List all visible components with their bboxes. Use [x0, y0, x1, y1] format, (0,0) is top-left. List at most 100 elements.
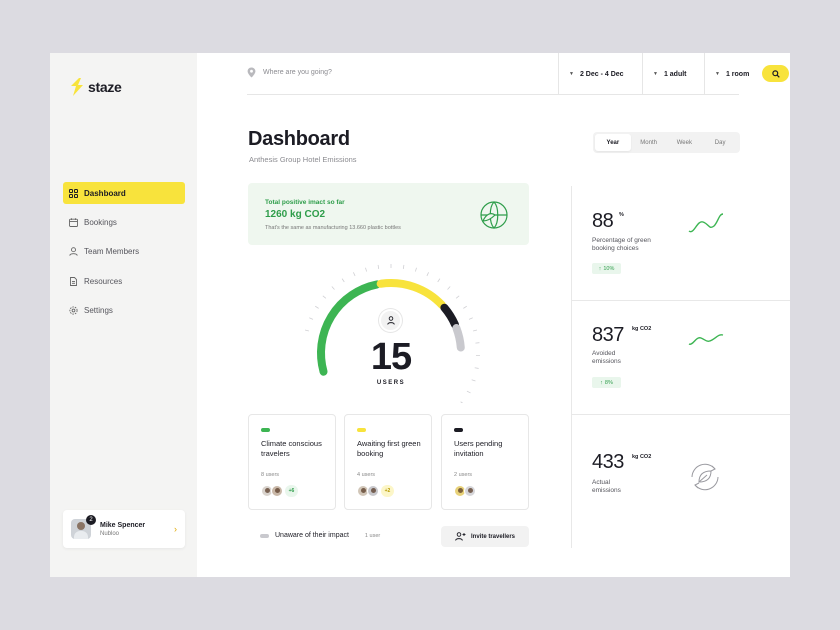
stat-label: Percentage of green booking choices: [592, 237, 651, 252]
stat-label: Avoided emissions: [592, 350, 621, 365]
app-window: staze Dashboard Bookings Team Members Re…: [50, 53, 790, 577]
rooms-select[interactable]: ▼ 1 room: [704, 53, 762, 95]
sidebar-item-dashboard[interactable]: Dashboard: [63, 182, 185, 204]
logo-icon: [71, 78, 83, 96]
category-card-pending-invitation[interactable]: Users pending invitation 2 users: [441, 414, 529, 510]
stat-value: 88: [592, 210, 614, 232]
caret-down-icon: ▼: [715, 71, 720, 77]
impact-banner: Total positive imact so far 1260 kg CO2 …: [248, 183, 529, 245]
stat-label: Actual emissions: [592, 479, 621, 494]
sidebar-item-label: Team Members: [84, 247, 140, 257]
tab-year[interactable]: Year: [595, 134, 631, 151]
gauge-tick: [474, 367, 479, 369]
tab-day[interactable]: Day: [714, 139, 726, 146]
calendar-icon: [69, 218, 78, 227]
users-count: 15: [370, 336, 412, 378]
avatar-group: +6: [261, 485, 298, 497]
stat-change-badge: ↑ 8%: [592, 377, 621, 388]
sidebar-item-resources[interactable]: Resources: [63, 270, 185, 292]
stat-change-badge: ↑ 10%: [592, 263, 621, 274]
search-bar: Where are you going? ▼ 2 Dec - 4 Dec ▼ 1…: [247, 53, 790, 95]
gauge-tick: [471, 379, 476, 382]
recycle-leaf-icon: [691, 463, 719, 491]
category-color-dot: [260, 533, 269, 538]
sidebar-item-team-members[interactable]: Team Members: [63, 241, 185, 263]
guests-select[interactable]: ▼ 1 adult: [642, 53, 704, 95]
arrow-up-icon: ↑: [598, 265, 602, 272]
category-title: Awaiting first green booking: [357, 439, 421, 458]
user-name: Mike Spencer: [100, 521, 146, 529]
stat-unit: kg CO2: [632, 454, 652, 460]
search-input[interactable]: Where are you going?: [263, 69, 332, 76]
trend-sparkline: [688, 334, 724, 345]
gauge-tick: [455, 295, 460, 299]
category-count: 2 users: [454, 472, 473, 478]
avatar: 2: [71, 515, 96, 539]
gauge-tick: [460, 401, 464, 403]
divider: [571, 186, 572, 548]
sidebar-item-label: Dashboard: [84, 188, 126, 198]
sidebar-item-settings[interactable]: Settings: [63, 300, 185, 322]
sidebar-item-bookings[interactable]: Bookings: [63, 211, 185, 233]
users-gauge: [304, 264, 480, 403]
sidebar-item-label: Resources: [84, 276, 123, 286]
category-count: 8 users: [261, 472, 280, 478]
gauge-tick: [315, 305, 319, 309]
divider: [247, 94, 739, 95]
page-subtitle: Anthesis Group Hotel Emissions: [249, 155, 357, 164]
gauge-tick: [341, 278, 345, 283]
category-title: Climate conscious travelers: [261, 439, 322, 458]
page-title: Dashboard: [248, 128, 350, 150]
category-card-awaiting-booking[interactable]: Awaiting first green booking 4 users +2: [344, 414, 432, 510]
user-icon: [379, 309, 402, 332]
unaware-count: 1 user: [364, 532, 381, 539]
gauge-tick: [322, 295, 327, 299]
category-card-climate-conscious[interactable]: Climate conscious travelers 8 users +6: [248, 414, 336, 510]
gauge-tick: [414, 267, 417, 272]
gauge-tick: [437, 278, 441, 283]
arrow-up-icon: ↑: [600, 379, 603, 386]
avatar-group: +2: [357, 485, 394, 497]
category-count: 4 users: [357, 472, 376, 478]
search-icon: [771, 69, 780, 78]
gear-icon: [69, 306, 78, 315]
impact-value: 1260 kg CO2: [265, 209, 326, 220]
stat-unit: %: [619, 212, 624, 218]
gauge-segment-green: [317, 280, 382, 376]
divider: [572, 300, 790, 301]
category-title: Users pending invitation: [454, 439, 503, 458]
tab-month[interactable]: Month: [640, 139, 657, 146]
gauge-tick: [468, 317, 473, 320]
user-profile-card[interactable]: 2 Mike Spencer Nubloo ›: [63, 510, 185, 548]
gauge-segment-dark: [440, 303, 459, 329]
add-user-icon: [455, 532, 466, 541]
more-users-badge: +2: [381, 485, 394, 497]
impact-note: That's the same as manufacturing 13.660 …: [265, 225, 401, 231]
category-color-dot: [357, 428, 366, 432]
chevron-right-icon[interactable]: ›: [174, 524, 177, 534]
stat-avoided-emissions: 837 kg CO2 Avoided emissions ↑ 8%: [572, 300, 790, 414]
period-tabs: Year Month Week Day: [593, 132, 740, 153]
gauge-tick: [353, 272, 356, 277]
brand-name: staze: [88, 79, 122, 95]
search-button[interactable]: [762, 65, 789, 82]
more-users-badge: +6: [285, 485, 298, 497]
notification-badge: 2: [86, 515, 96, 525]
sidebar-item-label: Settings: [84, 306, 113, 316]
logo[interactable]: staze: [70, 78, 122, 96]
stat-green-booking: 88 % Percentage of green booking choices…: [572, 186, 790, 300]
date-range-select[interactable]: ▼ 2 Dec - 4 Dec: [558, 53, 642, 95]
gauge-tick: [304, 329, 309, 332]
invite-travellers-button[interactable]: Invite travellers: [441, 526, 529, 547]
gauge-tick: [309, 317, 314, 320]
category-color-dot: [454, 428, 463, 432]
destination-search[interactable]: Where are you going?: [247, 67, 332, 78]
gauge-tick: [473, 329, 478, 332]
stat-value: 433: [592, 451, 624, 473]
gauge-tick: [447, 286, 451, 290]
gauge-tick: [331, 286, 335, 290]
tab-week[interactable]: Week: [676, 139, 692, 146]
user-category-cards: Climate conscious travelers 8 users +6 A…: [248, 414, 530, 510]
stat-value: 837: [592, 324, 624, 346]
unaware-label: Unaware of their impact: [275, 532, 349, 539]
